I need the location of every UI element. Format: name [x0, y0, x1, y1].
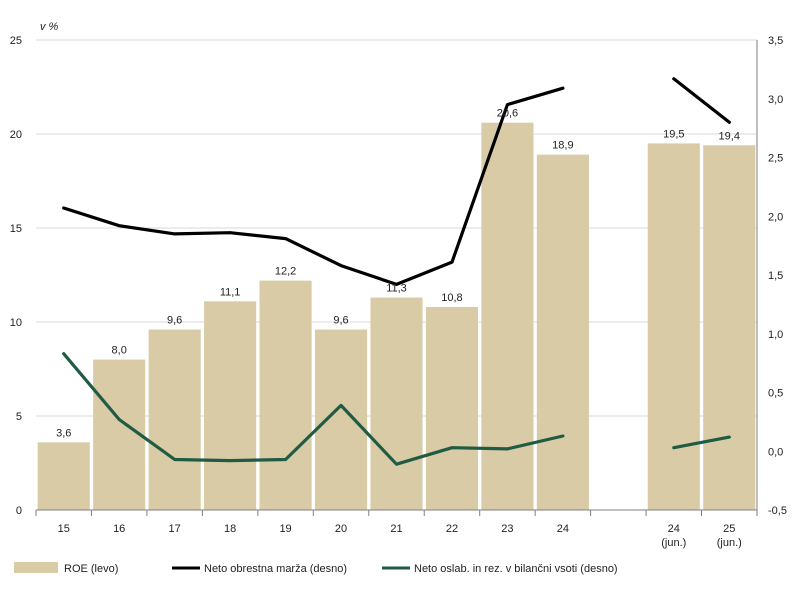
roe-bar-value-label: 8,0 — [112, 345, 127, 357]
x-axis-tick-label-sub: (jun.) — [661, 537, 686, 549]
x-axis-tick-label: 20 — [335, 523, 347, 535]
legend-label: Neto obrestna marža (desno) — [204, 563, 347, 575]
legend-label: ROE (levo) — [64, 563, 118, 575]
x-axis-tick-label: 17 — [169, 523, 181, 535]
line-series — [62, 77, 731, 466]
legend-swatch — [14, 562, 58, 573]
right-axis-tick-label: 1,0 — [768, 329, 783, 341]
roe-bar — [148, 329, 201, 510]
x-axis-tick-label: 15 — [58, 523, 70, 535]
roe-bar-value-label: 12,2 — [275, 266, 296, 278]
left-axis-tick-label: 0 — [16, 505, 22, 517]
right-axis-tick-label: 1,5 — [768, 270, 783, 282]
legend-net-impairments: Neto oslab. in rez. v bilančni vsoti (de… — [382, 563, 618, 575]
legend-roe: ROE (levo) — [14, 562, 118, 575]
roe-bar-value-label: 20,6 — [497, 108, 518, 120]
roe-bar — [204, 301, 257, 510]
roe-bar — [259, 280, 312, 510]
left-axis-tick-label: 15 — [10, 223, 22, 235]
right-axis-tick-label: 0,5 — [768, 388, 783, 400]
roe-bar-value-label: 3,6 — [56, 427, 71, 439]
right-axis-tick-label: 3,5 — [768, 35, 783, 47]
left-axis-unit-label: v % — [40, 21, 59, 33]
roe-bar-value-label: 11,3 — [386, 283, 407, 295]
legend: ROE (levo) Neto obrestna marža (desno) Net… — [14, 562, 618, 575]
x-axis-tick-label: 18 — [224, 523, 236, 535]
roe-bar-value-label: 9,6 — [333, 315, 348, 327]
x-axis-tick-label: 19 — [279, 523, 291, 535]
x-axis-tick-label: 23 — [501, 523, 513, 535]
right-axis-tick-label: 3,0 — [768, 94, 783, 106]
left-axis-tick-label: 5 — [16, 411, 22, 423]
net-impairments-line — [672, 435, 731, 450]
x-axis-tick-label: 16 — [113, 523, 125, 535]
right-axis-tick-label: -0,5 — [768, 505, 787, 517]
roe-bar — [314, 329, 368, 510]
legend-net-interest-margin: Neto obrestna marža (desno) — [172, 563, 347, 575]
roe-bar-value-label: 9,6 — [167, 315, 182, 327]
right-axis-tick-label: 2,5 — [768, 153, 783, 165]
left-axis-tick-label: 20 — [10, 129, 22, 141]
roe-bar — [37, 442, 90, 510]
roe-bar-value-label: 18,9 — [552, 140, 573, 152]
x-axis-tick-label: 22 — [446, 523, 458, 535]
roe-bar — [481, 122, 534, 510]
net-interest-margin-line — [672, 77, 731, 124]
x-axis-tick-label: 25 — [723, 523, 735, 535]
roe-bar — [370, 297, 423, 510]
gridlines — [36, 39, 757, 417]
roe-bar — [536, 154, 589, 510]
net-interest-margin-line — [62, 86, 565, 286]
roe-bar-value-label: 10,8 — [441, 292, 462, 304]
right-axis-tick-label: 2,0 — [768, 211, 783, 223]
left-axis-tick-label: 10 — [10, 317, 22, 329]
net-impairments-line — [62, 352, 565, 466]
x-axis-tick-label: 24 — [557, 523, 569, 535]
right-axis-tick-label: 0,0 — [768, 446, 783, 458]
roe-bar-value-label: 19,4 — [719, 130, 740, 142]
axes: 0 5 10 15 20 25 -0,5 0,0 0,5 1,0 1,5 2,0 2,5 3,0 3,5 15… — [10, 35, 787, 549]
roe-bar — [425, 306, 479, 510]
legend-label: Neto oslab. in rez. v bilančni vsoti (de… — [414, 563, 618, 575]
data-labels: 3,6 8,0 9,6 11,1 12,2 9,6 11,3 10,8 20,6 18,9 19,5… — [56, 108, 740, 440]
x-axis-tick-label: 24 — [668, 523, 680, 535]
roe-bar-value-label: 19,5 — [663, 128, 684, 140]
bar-series — [37, 122, 756, 510]
roe-bar — [647, 143, 700, 510]
left-axis-tick-label: 25 — [10, 35, 22, 47]
roe-bar — [703, 145, 756, 510]
roe-bar — [93, 359, 146, 510]
roe-bar-value-label: 11,1 — [220, 286, 241, 298]
x-axis-tick-label: 21 — [390, 523, 402, 535]
x-axis-tick-label-sub: (jun.) — [717, 537, 742, 549]
